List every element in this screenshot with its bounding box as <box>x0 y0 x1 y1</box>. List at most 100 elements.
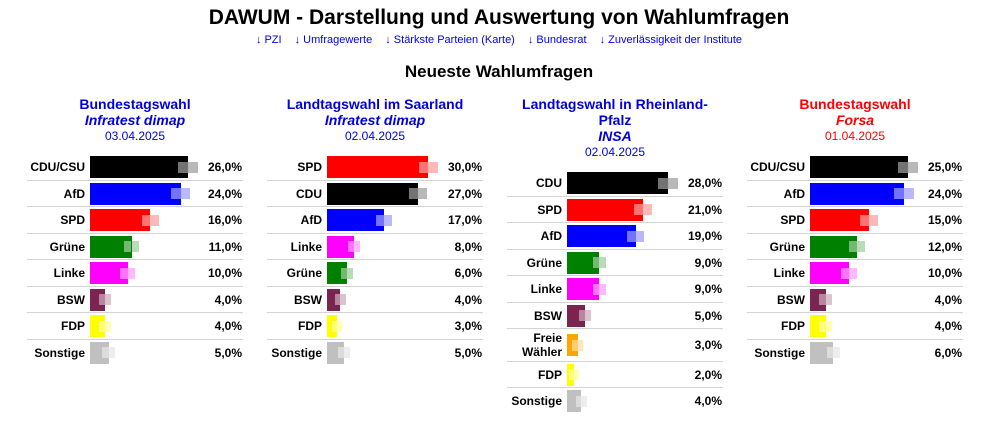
party-row: Grüne 11,0% <box>27 233 243 260</box>
party-label: FDP <box>747 312 810 340</box>
arrow-down-icon <box>528 34 537 46</box>
party-label: BSW <box>507 302 567 329</box>
value-label: 4,0% <box>203 312 243 340</box>
poll-column: Bundestagswahl Forsa 01.04.2025 CDU/⁠CSU… <box>747 96 963 365</box>
bar-track <box>327 262 444 284</box>
value-label: 24,0% <box>923 180 963 207</box>
party-row: SPD 15,0% <box>747 206 963 234</box>
bar-cell <box>90 312 204 340</box>
party-row: CDU 28,0% <box>507 170 723 197</box>
poll-bar-chart: CDU/⁠CSU 25,0% AfD 24,0% SPD 15,0% Grüne 12,0% L… <box>747 154 963 365</box>
link-label: Stärkste Parteien (Karte) <box>393 34 515 46</box>
party-label: Sonstige <box>34 345 85 360</box>
error-margin-outer <box>868 214 878 226</box>
bar-cell <box>567 222 684 250</box>
party-label: Sonstige <box>754 345 805 360</box>
bar-cell <box>567 170 684 197</box>
bar <box>90 235 132 258</box>
error-margin-outer <box>428 161 438 173</box>
bar <box>567 304 586 327</box>
bar-cell <box>90 233 204 260</box>
error-margin-inner <box>819 320 826 332</box>
bar-track <box>567 225 684 247</box>
bar-track <box>90 209 204 231</box>
link-label: PZI <box>264 34 282 46</box>
link-staerkste-parteien[interactable]: Stärkste Parteien (Karte) <box>385 34 515 46</box>
error-margin-outer <box>856 241 865 252</box>
bar-track <box>810 235 924 258</box>
error-margin-outer <box>668 177 678 189</box>
error-margin-inner <box>178 161 189 173</box>
party-label: Grüne <box>267 259 327 287</box>
bar <box>810 209 869 231</box>
error-margin-outer <box>849 267 857 279</box>
poll-date: 02.04.2025 <box>584 145 646 159</box>
party-row: BSW 4,0% <box>267 286 483 313</box>
bar <box>90 341 109 364</box>
error-margin-inner <box>826 347 834 358</box>
bar-track <box>567 198 684 221</box>
party-label: CDU/⁠CSU <box>747 154 810 181</box>
error-margin-outer <box>907 161 919 173</box>
error-margin-outer <box>108 347 116 358</box>
error-margin-inner <box>99 320 106 332</box>
party-label: SPD <box>507 196 567 223</box>
value-label: 6,0% <box>934 345 962 360</box>
bar-track <box>810 156 924 178</box>
poll-election-title[interactable]: Landtagswahl in Rheinland-Pfalz <box>522 96 708 128</box>
party-row: SPD 21,0% <box>507 196 723 223</box>
party-label: Sonstige <box>271 345 322 360</box>
bar-cell <box>810 206 924 234</box>
arrow-down-icon <box>295 34 304 46</box>
party-row: SPD 30,0% <box>267 154 483 181</box>
poll-election-title[interactable]: Bundestagswahl <box>799 96 911 112</box>
bar-cell <box>90 180 204 207</box>
error-margin-outer <box>599 283 607 295</box>
bar-track <box>90 288 204 311</box>
party-label: FDP <box>507 361 567 388</box>
party-row: SPD 16,0% <box>27 206 243 234</box>
anchor-links-nav: PZI Umfragewerte Stärkste Parteien (Kart… <box>0 33 998 47</box>
link-zuverlaessigkeit[interactable]: Zuverlässigkeit der Institute <box>600 34 742 46</box>
party-row: Linke 9,0% <box>507 275 723 303</box>
bar <box>327 182 418 205</box>
poll-institute: Infratest dimap <box>324 112 426 128</box>
bar-track <box>567 278 684 300</box>
bar-cell <box>810 286 924 313</box>
link-pzi[interactable]: PZI <box>256 34 282 46</box>
party-row: AfD 24,0% <box>27 180 243 207</box>
error-margin-inner <box>569 369 575 380</box>
link-bundesrat[interactable]: Bundesrat <box>528 34 587 46</box>
link-label: Bundesrat <box>536 34 587 46</box>
party-label: CDU/⁠CSU <box>27 154 90 181</box>
poll-institute: Infratest dimap <box>84 112 186 128</box>
value-label: 2,0% <box>683 361 723 388</box>
bar-track <box>567 363 684 386</box>
bar <box>327 262 348 284</box>
poll-election-title[interactable]: Bundestagswahl <box>79 96 191 112</box>
party-row: BSW 4,0% <box>747 286 963 313</box>
bar-track <box>90 156 204 178</box>
error-margin-inner <box>592 257 600 268</box>
poll-date: 03.04.2025 <box>104 129 166 143</box>
bar-track <box>327 315 444 337</box>
link-umfragewerte[interactable]: Umfragewerte <box>295 34 373 46</box>
poll-election-title[interactable]: Landtagswahl im Saarland <box>286 96 464 112</box>
value-label: 5,0% <box>454 345 482 360</box>
bar-cell <box>90 259 204 287</box>
value-label: 4,0% <box>694 394 722 408</box>
party-label: AfD <box>27 180 90 207</box>
error-margin-inner <box>841 267 850 279</box>
error-margin-inner <box>335 294 341 305</box>
error-margin-inner <box>849 241 857 252</box>
bar-track <box>810 182 924 205</box>
bar-track <box>327 288 444 311</box>
value-label: 10,0% <box>203 259 243 287</box>
error-margin-inner <box>347 241 354 252</box>
error-margin-outer <box>105 320 111 332</box>
error-margin-inner <box>99 294 106 305</box>
error-margin-outer <box>585 310 591 321</box>
party-label: Linke <box>27 259 90 287</box>
page-title: DAWUM - Darstellung und Auswertung von W… <box>208 6 790 29</box>
value-label: 27,0% <box>443 180 483 207</box>
